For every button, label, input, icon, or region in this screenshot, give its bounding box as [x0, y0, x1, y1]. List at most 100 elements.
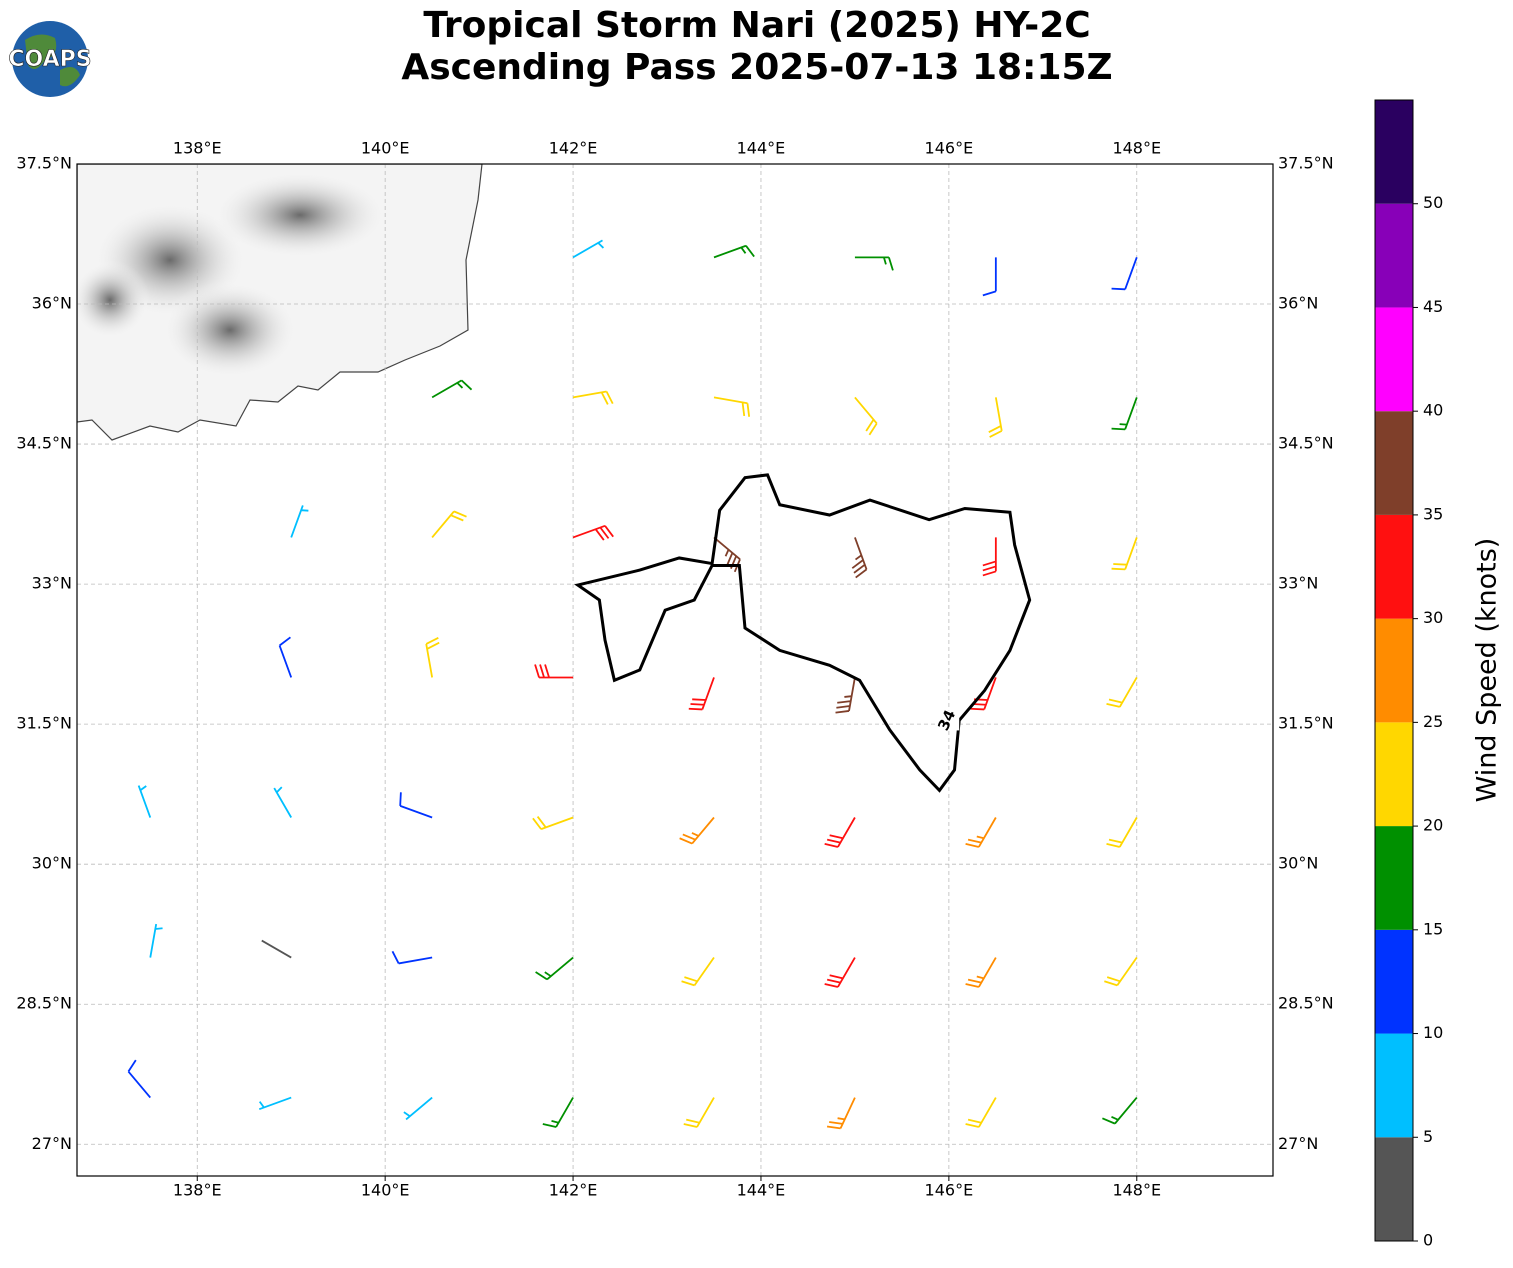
wind-barb — [535, 956, 574, 981]
wind-barb — [431, 379, 473, 399]
contour-label-bg — [935, 710, 960, 731]
colorbar-tick-label: 25 — [1423, 712, 1443, 731]
y-tick-label: 37.5°N — [16, 154, 72, 173]
wind-barb — [851, 537, 868, 579]
y-tick-label: 31.5°N — [1278, 714, 1334, 733]
wind-barb — [137, 785, 152, 818]
wind-barb — [824, 957, 856, 988]
y-tick-label: 37.5°N — [1278, 154, 1334, 173]
wind-barb — [278, 636, 293, 678]
wind-barb — [572, 239, 605, 259]
x-tick-label: 138°E — [173, 139, 222, 158]
logo-land — [25, 34, 80, 87]
x-tick-label: 140°E — [361, 139, 410, 158]
colorbar-segment — [1375, 618, 1413, 723]
wind-barb — [965, 1097, 997, 1128]
wind-barb — [572, 390, 614, 405]
colorbar-segment — [1375, 100, 1413, 204]
wind-barb — [425, 636, 440, 678]
wind-barb — [824, 817, 856, 848]
colorbar-tick-label: 40 — [1423, 401, 1443, 420]
chart-title: Tropical Storm Nari (2025) HY-2C — [423, 5, 1090, 46]
wind-barb — [988, 397, 1003, 438]
colorbar-segment — [1375, 826, 1413, 930]
colorbar-tick-label: 0 — [1423, 1231, 1433, 1250]
colorbar-tick-label: 20 — [1423, 816, 1443, 835]
wind-barb — [688, 677, 715, 711]
y-tick-label: 28.5°N — [16, 994, 72, 1013]
wind-barb — [1111, 397, 1138, 431]
colorbar-tick-label: 30 — [1423, 608, 1443, 627]
land — [77, 164, 483, 441]
wind-barb — [965, 817, 997, 848]
barb-layer: 34 — [127, 239, 1138, 1130]
colorbar-tick-label: 10 — [1423, 1023, 1443, 1042]
y-tick-label: 31.5°N — [16, 714, 72, 733]
wind-barb — [542, 1097, 574, 1128]
wind-barb — [854, 396, 878, 436]
wind-barb — [261, 939, 292, 959]
wind-barb — [431, 510, 467, 539]
wind-barb — [1104, 957, 1138, 987]
chart-subtitle: Ascending Pass 2025-07-13 18:15Z — [401, 47, 1112, 88]
y-tick-label: 27°N — [32, 1134, 72, 1153]
grid — [77, 163, 1273, 1176]
colorbar-segment — [1375, 929, 1413, 1034]
wind-barb — [127, 1059, 151, 1099]
wind-barb — [258, 1096, 292, 1111]
terrain — [77, 260, 150, 340]
x-tick-label: 144°E — [737, 1181, 786, 1200]
wind-barb — [391, 950, 433, 965]
colorbar-frame — [1374, 99, 1414, 1242]
y-tick-label: 33°N — [1278, 574, 1318, 593]
y-tick-label: 34.5°N — [1278, 434, 1334, 453]
y-tick-label: 33°N — [32, 574, 72, 593]
x-tick-label: 148°E — [1112, 139, 1161, 158]
wind-barb — [854, 256, 894, 271]
wind-barb — [835, 677, 856, 714]
wind-barb — [965, 957, 997, 988]
x-tick-label: 142°E — [549, 139, 598, 158]
x-tick-label: 142°E — [549, 1181, 598, 1200]
colorbar-label: Wind Speed (knots) — [1472, 538, 1503, 803]
colorbar-segment — [1375, 1033, 1413, 1138]
y-tick-label: 30°N — [1278, 854, 1318, 873]
logo-text: COAPS — [8, 47, 91, 72]
wind-barb — [532, 816, 574, 830]
y-tick-label: 30°N — [32, 854, 72, 873]
wind-barb — [970, 677, 997, 711]
contour-line — [574, 473, 1032, 793]
wind-barb — [1111, 537, 1138, 571]
y-tick-label: 36°N — [32, 294, 72, 313]
x-tick-label: 146°E — [925, 139, 974, 158]
wind-barb — [679, 816, 715, 845]
y-tick-label: 36°N — [1278, 294, 1318, 313]
y-tick-label: 28.5°N — [1278, 994, 1334, 1013]
wind-barb — [713, 396, 751, 417]
colorbar-tick-label: 5 — [1423, 1127, 1433, 1146]
wind-barb — [713, 244, 755, 259]
colorbar-segment — [1375, 411, 1413, 515]
colorbar-segment — [1375, 514, 1413, 619]
wind-barb — [403, 1096, 433, 1121]
wind-barb — [1106, 817, 1138, 848]
logo: COAPS — [8, 21, 92, 97]
colorbar-tick-label: 35 — [1423, 504, 1443, 523]
colorbar-segment — [1375, 307, 1413, 412]
colorbar-tick-label: 45 — [1423, 297, 1443, 316]
wind-barb — [1106, 677, 1138, 708]
wind-barb — [683, 1097, 715, 1128]
x-tick-label: 146°E — [925, 1181, 974, 1200]
wind-barb — [149, 923, 163, 958]
y-tick-label: 27°N — [1278, 1134, 1318, 1153]
x-tick-label: 144°E — [737, 139, 786, 158]
wind-barb — [1102, 1097, 1138, 1125]
x-tick-label: 138°E — [173, 1181, 222, 1200]
wind-barb — [826, 1097, 856, 1130]
x-tick-label: 140°E — [361, 1181, 410, 1200]
colorbar-tick-label: 15 — [1423, 919, 1443, 938]
x-tick-label: 148°E — [1112, 1181, 1161, 1200]
wind-barb — [572, 524, 614, 541]
map-frame — [76, 163, 1274, 1177]
